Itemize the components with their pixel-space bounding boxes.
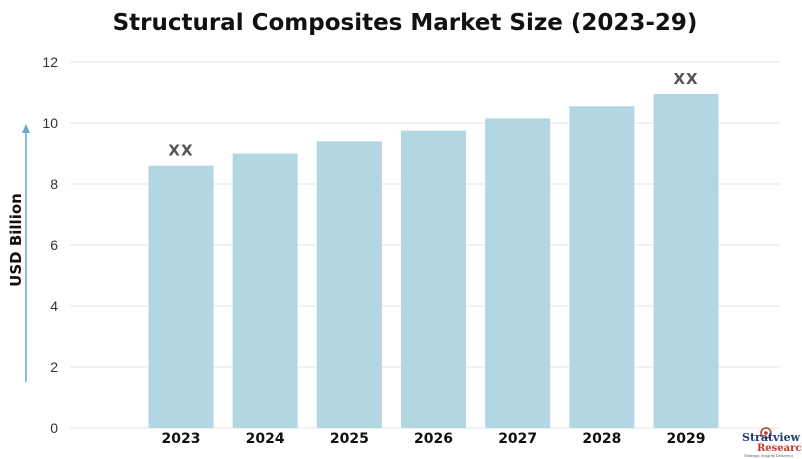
y-tick-label: 2 <box>50 359 58 375</box>
bar-2023 <box>148 165 214 428</box>
data-label: XX <box>673 70 698 88</box>
bar-2027 <box>485 118 551 429</box>
x-axis-ticks: 2023 2024 2025 2026 2027 2028 2029 <box>162 431 706 447</box>
logo-name: Stratview <box>742 431 801 444</box>
y-axis-ticks: 0 2 4 6 8 10 12 <box>42 54 58 436</box>
bar-2026 <box>401 130 467 428</box>
x-tick-label: 2028 <box>582 431 621 447</box>
logo-target-icon <box>760 427 772 439</box>
logo-tagline: Strategic Insights Delivered <box>744 453 793 458</box>
data-label: XX <box>168 142 193 160</box>
x-tick-label: 2024 <box>246 431 285 447</box>
bar-2025 <box>316 141 382 429</box>
bar-2028 <box>569 106 635 428</box>
y-tick-label: 10 <box>42 115 58 131</box>
x-tick-label: 2026 <box>414 431 453 447</box>
y-tick-label: 4 <box>50 298 58 314</box>
x-tick-label: 2027 <box>498 431 537 447</box>
y-axis-arrow <box>22 124 30 382</box>
x-tick-label: 2023 <box>162 431 201 447</box>
bar-2029 <box>653 94 719 429</box>
y-tick-label: 6 <box>50 237 58 253</box>
stratview-logo: Stratview Research Strategic Insights De… <box>742 427 802 458</box>
bar-2024 <box>232 153 298 428</box>
y-tick-label: 0 <box>50 420 58 436</box>
data-labels: XX XX <box>168 70 698 160</box>
x-tick-label: 2029 <box>667 431 706 447</box>
x-tick-label: 2025 <box>330 431 369 447</box>
chart-title: Structural Composites Market Size (2023-… <box>113 10 698 36</box>
y-tick-label: 12 <box>42 54 58 70</box>
logo-sub: Research <box>757 443 802 454</box>
y-axis-label: USD Billion <box>7 193 25 287</box>
y-tick-label: 8 <box>50 176 58 192</box>
bars <box>148 94 719 429</box>
